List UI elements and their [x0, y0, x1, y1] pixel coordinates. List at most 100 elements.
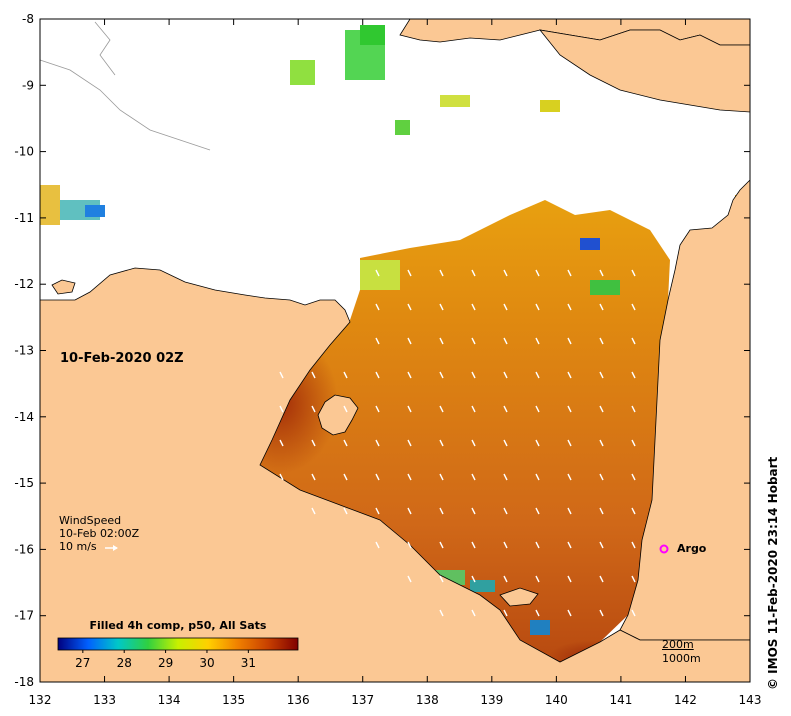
wind-arrow: [471, 575, 476, 583]
wind-arrow: [535, 405, 540, 413]
argo-float-marker: [659, 544, 669, 554]
wind-arrow: [599, 371, 604, 379]
x-axis: 132 133 134 135 136 137 138 139 140 141 142 143: [29, 19, 762, 707]
wind-arrow: [599, 609, 604, 617]
wind-arrow: [503, 575, 508, 583]
wind-arrow: [599, 575, 604, 583]
argo-label: Argo: [677, 542, 707, 555]
wind-arrows: [279, 269, 636, 617]
x-tick-label: 143: [739, 693, 762, 707]
x-tick-label: 132: [29, 693, 52, 707]
wind-arrow: [631, 473, 636, 481]
colorbar-ticks: 27 28 29 30 31: [75, 650, 256, 670]
wind-arrow: [599, 337, 604, 345]
wind-arrow: [471, 269, 476, 277]
wind-arrow: [343, 405, 348, 413]
wind-arrow: [503, 269, 508, 277]
wind-arrow: [567, 303, 572, 311]
wind-arrow: [375, 473, 380, 481]
wind-arrow: [439, 337, 444, 345]
wind-arrow: [279, 371, 284, 379]
wind-arrow: [279, 405, 284, 413]
wind-arrow: [375, 439, 380, 447]
x-tick-label: 139: [480, 693, 503, 707]
wind-legend-time: 10-Feb 02:00Z: [59, 527, 140, 540]
y-tick-label: -15: [14, 476, 34, 490]
wind-arrow: [279, 473, 284, 481]
wind-arrow: [567, 405, 572, 413]
wind-arrow: [471, 439, 476, 447]
wind-arrow: [631, 371, 636, 379]
wind-arrow: [439, 541, 444, 549]
y-tick-label: -13: [14, 344, 34, 358]
y-tick-label: -16: [14, 542, 34, 556]
wind-arrow: [567, 371, 572, 379]
wind-arrow: [407, 473, 412, 481]
wind-arrow: [439, 405, 444, 413]
wind-arrow: [471, 303, 476, 311]
groote-eylandt: [317, 394, 359, 436]
map-date-label: 10-Feb-2020 02Z: [60, 351, 184, 366]
colorbar-tick-label: 30: [199, 656, 214, 670]
wind-arrow: [535, 337, 540, 345]
wind-arrow: [471, 473, 476, 481]
bathymetry-legend-1000m: 1000m: [662, 652, 701, 665]
wind-arrow: [471, 507, 476, 515]
wind-arrow: [471, 405, 476, 413]
wind-arrow: [567, 473, 572, 481]
wind-arrow: [439, 473, 444, 481]
colorbar-tick-label: 31: [241, 656, 256, 670]
wind-arrow: [631, 337, 636, 345]
sst-patches: [40, 25, 750, 635]
wind-arrow: [407, 303, 412, 311]
wind-arrow: [535, 609, 540, 617]
wind-arrow: [343, 439, 348, 447]
y-tick-label: -10: [14, 145, 34, 159]
wind-legend-title: WindSpeed: [59, 514, 122, 527]
wind-arrow: [439, 609, 444, 617]
wind-arrow: [535, 541, 540, 549]
wind-arrow: [567, 575, 572, 583]
wind-arrow: [439, 269, 444, 277]
x-tick-label: 141: [609, 693, 632, 707]
y-tick-label: -17: [14, 609, 34, 623]
wind-arrow: [439, 303, 444, 311]
wind-arrow: [503, 541, 508, 549]
wind-arrow: [439, 439, 444, 447]
wind-arrow: [631, 269, 636, 277]
bathymetry-contours: [39, 21, 211, 151]
wind-arrow: [503, 439, 508, 447]
wind-arrow: [631, 609, 636, 617]
wind-arrow: [375, 507, 380, 515]
wind-scale-arrow: [105, 545, 118, 551]
x-tick-label: 138: [416, 693, 439, 707]
wind-arrow: [375, 337, 380, 345]
wind-arrow: [535, 575, 540, 583]
wind-arrow: [311, 405, 316, 413]
wind-arrow: [279, 439, 284, 447]
wind-arrow: [599, 439, 604, 447]
wind-arrow: [439, 507, 444, 515]
wind-arrow: [599, 303, 604, 311]
y-axis: -8 -9 -10 -11 -12 -13 -14 -15 -16 -17 -18: [14, 12, 750, 689]
wind-arrow: [631, 405, 636, 413]
y-tick-label: -9: [22, 78, 34, 92]
wind-arrow: [439, 371, 444, 379]
imos-credit: © IMOS 11-Feb-2020 23:14 Hobart: [766, 456, 780, 690]
wind-arrow: [535, 371, 540, 379]
colorbar-tick-label: 29: [158, 656, 173, 670]
wind-arrow: [439, 575, 444, 583]
y-tick-label: -12: [14, 277, 34, 291]
wind-arrow: [503, 405, 508, 413]
wind-arrow: [535, 439, 540, 447]
wind-arrow: [471, 371, 476, 379]
wind-arrow: [407, 507, 412, 515]
mornington-island: [499, 587, 539, 607]
wind-arrow: [631, 507, 636, 515]
wind-arrow: [567, 541, 572, 549]
x-tick-label: 142: [674, 693, 697, 707]
wind-arrow: [343, 507, 348, 515]
wind-arrow: [567, 269, 572, 277]
wind-arrow: [407, 439, 412, 447]
